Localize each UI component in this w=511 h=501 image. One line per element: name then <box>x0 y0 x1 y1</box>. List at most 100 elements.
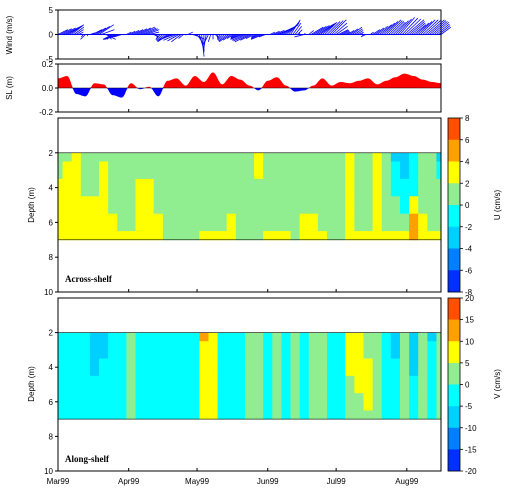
across-shelf-colorbar-swatch-6 <box>448 248 460 271</box>
wind-stick-9-0 <box>104 34 120 40</box>
across-shelf-cell-1-34 <box>363 161 374 180</box>
across-shelf-cell-4-35 <box>372 213 383 232</box>
across-shelf-cell-3-21 <box>244 196 255 215</box>
along-shelf-cell-0-9 <box>135 332 146 342</box>
wind-stick-38-0 <box>317 24 333 35</box>
along-shelf-colorbar-swatch-1 <box>448 319 460 342</box>
across-shelf-cell-1-16 <box>199 161 209 180</box>
wind-stick-17-2 <box>167 34 180 42</box>
across-shelf-colorbar-tick-label-8: -8 <box>465 288 473 297</box>
along-shelf-cell-2-1 <box>62 358 73 377</box>
wind-stick-4-2 <box>89 32 95 35</box>
along-shelf-cell-4-39 <box>409 393 419 411</box>
along-shelf-cell-3-22 <box>254 375 264 394</box>
along-shelf-cell-0-4 <box>89 332 100 342</box>
across-shelf-cell-4-42 <box>436 213 442 232</box>
wind-stick-44-1 <box>361 33 364 35</box>
along-shelf-cell-3-15 <box>190 375 200 394</box>
across-shelf-cell-2-13 <box>171 178 182 197</box>
along-shelf-cell-2-33 <box>354 358 364 377</box>
wind-stick-39-1 <box>326 21 341 35</box>
wind-stick-51-2 <box>411 22 426 35</box>
across-shelf-cell-4-24 <box>272 213 282 232</box>
across-shelf-cell-0-8 <box>126 152 136 162</box>
along-shelf-cell-2-2 <box>71 358 82 377</box>
across-shelf-cell-4-14 <box>181 213 191 232</box>
along-shelf-cell-2-30 <box>327 358 337 377</box>
wind-stick-51-1 <box>408 21 425 35</box>
along-shelf-cell-3-20 <box>235 375 246 394</box>
along-shelf-cell-0-1 <box>62 332 73 342</box>
across-shelf-cell-5-13 <box>171 231 182 241</box>
wind-stick-42-2 <box>349 28 359 35</box>
along-shelf-cell-1-36 <box>381 341 392 359</box>
along-shelf-cell-1-20 <box>235 341 246 359</box>
across-shelf-cell-5-12 <box>162 231 173 241</box>
along-shelf-cell-4-22 <box>254 393 264 411</box>
across-shelf-cell-3-31 <box>336 196 346 215</box>
across-shelf-cell-0-40 <box>418 152 428 162</box>
along-shelf-yticks: 2 4 6 8 10 <box>44 329 58 476</box>
along-shelf-cell-2-28 <box>308 358 319 377</box>
along-shelf-cell-4-27 <box>299 393 310 411</box>
wind-stick-45-0 <box>360 34 366 38</box>
across-shelf-cell-2-18 <box>217 178 228 197</box>
across-shelf-cell-0-37 <box>390 152 401 162</box>
along-shelf-colorbar-tick-label-1: 15 <box>465 316 474 325</box>
across-shelf-cell-0-14 <box>181 152 191 162</box>
along-shelf-cell-5-14 <box>181 410 191 420</box>
across-shelf-cell-5-4 <box>89 231 100 241</box>
along-shelf-cell-1-18 <box>217 341 228 359</box>
along-shelf-cell-1-5 <box>99 341 109 359</box>
along-shelf-cell-1-35 <box>372 341 383 359</box>
wind-stick-12-0 <box>139 26 155 35</box>
wind-stick-53-1 <box>422 19 439 35</box>
across-shelf-cell-3-24 <box>272 196 282 215</box>
along-shelf-cell-1-10 <box>144 341 155 359</box>
across-shelf-cell-3-41 <box>427 196 437 215</box>
across-shelf-cell-5-28 <box>308 231 319 241</box>
across-shelf-cell-4-28 <box>308 213 319 232</box>
across-shelf-colorbar-tick-label-4: 0 <box>465 201 470 210</box>
along-shelf-cell-5-23 <box>263 410 273 420</box>
across-shelf-cell-0-10 <box>144 152 155 162</box>
across-shelf-cell-2-39 <box>409 178 419 197</box>
along-shelf-colorbar-label: V (cm/s) <box>493 369 502 399</box>
along-shelf-cell-1-39 <box>409 341 419 359</box>
sealevel-panel: -0.2 0.0 0.2 SL (m) <box>5 60 442 117</box>
across-shelf-ytick-label-3: 8 <box>49 253 54 262</box>
across-shelf-cell-3-27 <box>299 196 310 215</box>
along-shelf-ytick-label-0: 2 <box>49 329 54 338</box>
across-shelf-cell-5-25 <box>281 231 291 241</box>
sealevel-ytick-label-0: -0.2 <box>39 108 53 117</box>
across-shelf-cell-1-23 <box>263 161 273 180</box>
along-shelf-colorbar-tick-label-6: -10 <box>465 424 477 433</box>
across-shelf-yticks: 2 4 6 8 10 <box>44 149 58 297</box>
along-shelf-cell-4-4 <box>89 393 100 411</box>
across-shelf-cell-3-16 <box>199 196 209 215</box>
along-shelf-cell-5-33 <box>354 410 364 420</box>
across-shelf-cells <box>57 152 442 241</box>
along-shelf-cell-2-9 <box>135 358 146 377</box>
across-shelf-cell-3-19 <box>226 196 237 215</box>
across-shelf-cell-4-41 <box>427 213 437 232</box>
across-shelf-cell-4-32 <box>345 213 355 232</box>
along-shelf-ylabel: Depth (m) <box>27 366 36 402</box>
across-shelf-colorbar-tick-label-0: 8 <box>465 114 470 123</box>
along-shelf-cell-1-42 <box>436 341 442 359</box>
across-shelf-cell-4-39 <box>409 213 419 232</box>
wind-stick-38-2 <box>322 22 336 35</box>
across-shelf-cell-5-15 <box>190 231 200 241</box>
across-shelf-cell-4-7 <box>117 213 127 232</box>
across-shelf-cell-4-3 <box>80 213 91 232</box>
across-shelf-cell-0-24 <box>272 152 282 162</box>
along-shelf-colorbar-tick-label-3: 5 <box>465 359 470 368</box>
along-shelf-cell-3-35 <box>372 375 383 394</box>
along-shelf-cell-3-9 <box>135 375 146 394</box>
across-shelf-colorbar-tick-label-1: 6 <box>465 136 470 145</box>
across-shelf-cell-5-16 <box>199 231 209 241</box>
wind-stick-41-1 <box>340 30 350 35</box>
across-shelf-colorbar: 8 6 4 2 0 -2 -4 -6 -8 <box>447 114 473 297</box>
wind-stick-28-1 <box>240 34 252 41</box>
wind-stick-39-2 <box>329 20 344 35</box>
